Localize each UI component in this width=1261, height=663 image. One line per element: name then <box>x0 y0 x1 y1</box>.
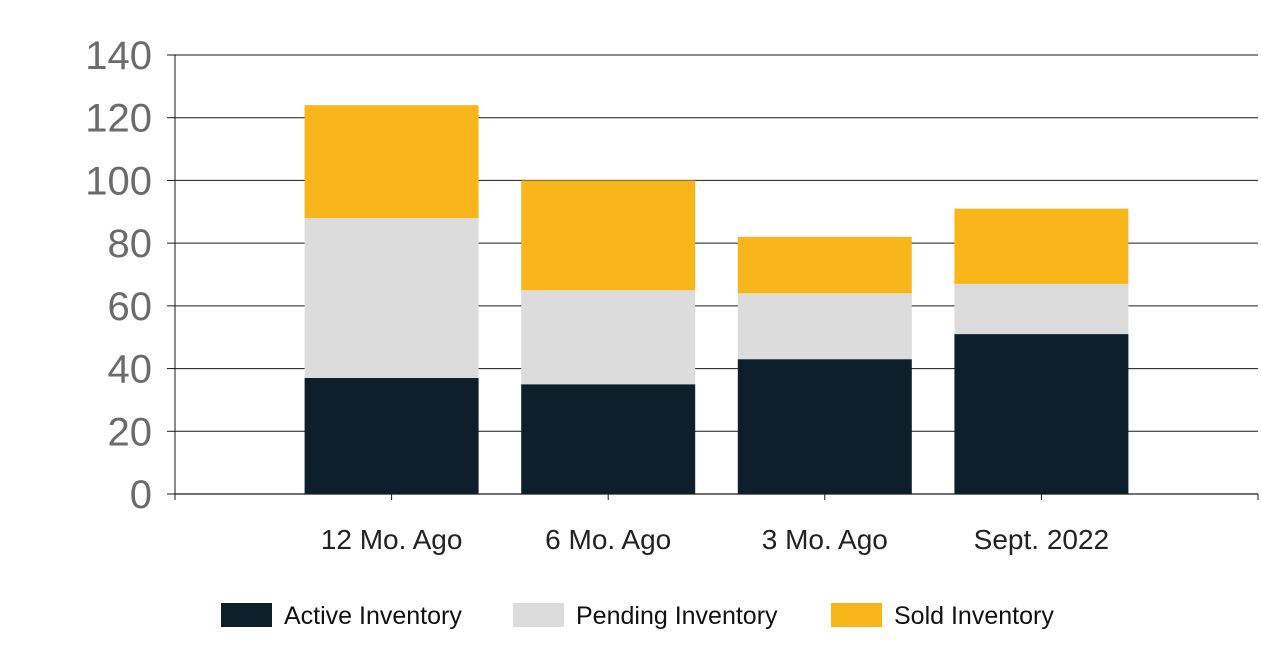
bar-active-inventory <box>954 334 1129 494</box>
y-tick-label: 120 <box>85 97 152 141</box>
legend-item: Sold Inventory <box>831 602 1054 630</box>
y-tick-label: 80 <box>108 222 153 266</box>
x-axis: 12 Mo. Ago 6 Mo. Ago 3 Mo. Ago Sept. 2022 <box>174 493 1259 555</box>
bar-active-inventory <box>304 377 479 494</box>
legend-item: Active Inventory <box>221 602 462 630</box>
legend-swatch <box>221 603 272 627</box>
y-tick-label: 60 <box>108 285 153 329</box>
x-tick-label: 12 Mo. Ago <box>321 524 463 555</box>
bar-pending-inventory <box>954 283 1129 335</box>
bar-sold-inventory <box>737 236 912 294</box>
bar-pending-inventory <box>304 218 479 378</box>
bar-active-inventory <box>521 384 696 494</box>
legend-swatch <box>831 603 882 627</box>
bar-sold-inventory <box>304 105 479 219</box>
legend: Active Inventory Pending Inventory Sold In… <box>221 602 1054 630</box>
bar-sold-inventory <box>954 208 1129 284</box>
x-tick-label: 6 Mo. Ago <box>545 524 671 555</box>
legend-label: Sold Inventory <box>894 602 1054 630</box>
y-tick-label: 40 <box>108 348 153 392</box>
legend-swatch <box>513 603 564 627</box>
y-tick-label: 140 <box>85 34 152 78</box>
y-tick-label: 100 <box>85 159 152 203</box>
bar-pending-inventory <box>521 290 696 385</box>
bars <box>304 105 1129 494</box>
y-tick-label: 20 <box>108 410 153 454</box>
y-tick-label: 0 <box>130 473 152 517</box>
bar-sold-inventory <box>521 180 696 291</box>
x-tick-label: 3 Mo. Ago <box>762 524 888 555</box>
legend-label: Active Inventory <box>284 602 462 630</box>
bar-pending-inventory <box>737 293 912 360</box>
x-tick-label: Sept. 2022 <box>974 524 1109 555</box>
bar-active-inventory <box>737 359 912 494</box>
legend-item: Pending Inventory <box>513 602 778 630</box>
y-axis: 0 20 40 60 80 100 120 140 <box>85 34 176 517</box>
legend-label: Pending Inventory <box>576 602 778 630</box>
